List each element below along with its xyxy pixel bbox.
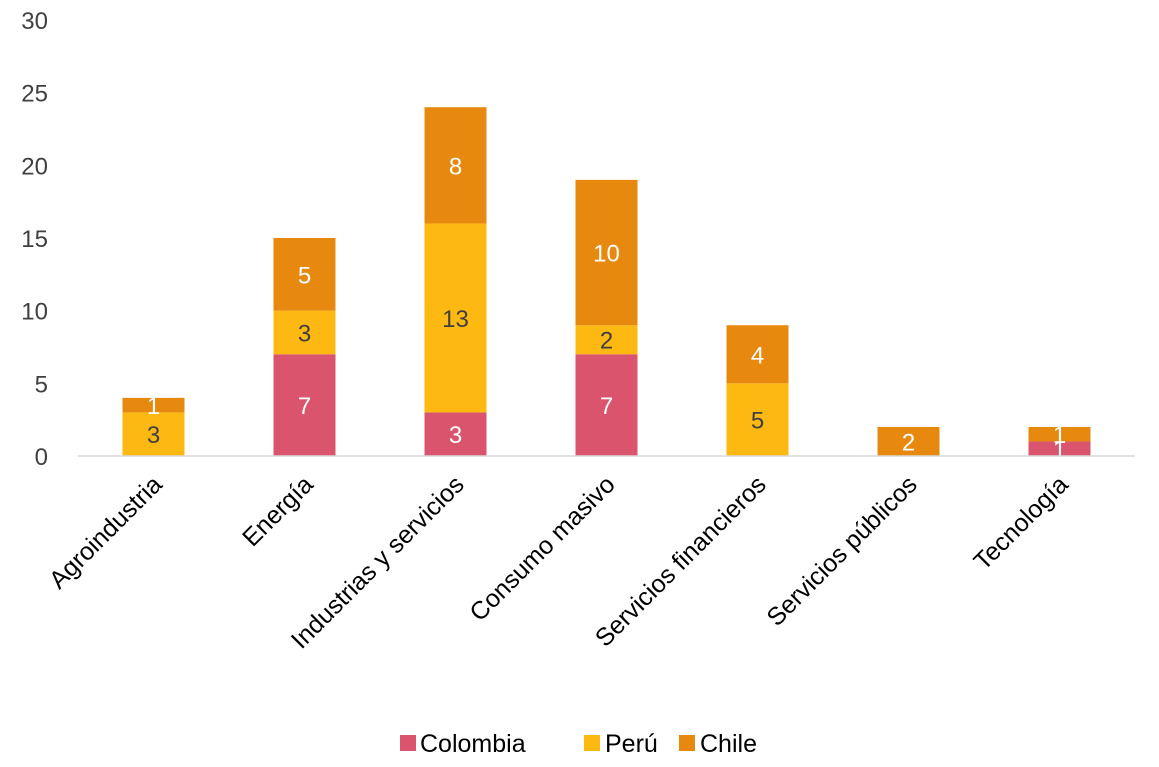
bar-segment-colombia <box>575 354 638 456</box>
y-tick-label: 10 <box>21 299 48 326</box>
data-label: 5 <box>751 408 764 435</box>
bar-segment-chile <box>424 107 487 224</box>
data-label: 3 <box>298 320 311 347</box>
legend-swatch-chile <box>679 735 695 751</box>
category-label: Servicios financieros <box>590 470 772 652</box>
data-label: 4 <box>751 342 764 369</box>
category-label: Consumo masivo <box>464 470 620 626</box>
bar-segment-chile <box>122 397 185 413</box>
legend-swatch-colombia <box>400 735 416 751</box>
data-label: 13 <box>442 306 469 333</box>
category-label: Servicios públicos <box>761 470 922 631</box>
data-label: 8 <box>449 153 462 180</box>
bar-segment-chile <box>575 179 638 326</box>
legend-label: Perú <box>605 730 658 758</box>
category-label: Agroindustria <box>44 470 168 594</box>
bar-segment-per <box>273 310 336 355</box>
data-label: 1 <box>1053 422 1066 449</box>
bar-segment-per <box>122 412 185 456</box>
bar-segment-per <box>575 325 638 355</box>
y-axis: 0 5 10 15 20 25 30 <box>21 8 48 471</box>
bar-segment-chile <box>273 238 336 311</box>
bar-segment-chile <box>877 426 940 456</box>
data-label: 3 <box>147 422 160 449</box>
bar-segment-per <box>424 223 487 413</box>
y-tick-label: 0 <box>35 444 48 471</box>
data-label: 7 <box>298 393 311 420</box>
legend-swatch-per <box>584 735 600 751</box>
y-tick-label: 30 <box>21 8 48 35</box>
category-label: Industrias y servicios <box>286 470 470 654</box>
category-label: Tecnología <box>968 470 1073 575</box>
data-label: 2 <box>902 429 915 456</box>
y-tick-label: 25 <box>21 81 48 108</box>
data-label: 5 <box>298 262 311 289</box>
bar-segment-colombia <box>273 354 336 456</box>
y-tick-label: 5 <box>35 371 48 398</box>
category-label: Energía <box>237 470 319 552</box>
y-tick-label: 20 <box>21 153 48 180</box>
data-label: 2 <box>600 328 613 355</box>
bar-segment-colombia <box>424 412 487 456</box>
bar-segment-per <box>726 383 789 456</box>
data-label: 1 <box>1053 437 1066 464</box>
data-label: 7 <box>600 393 613 420</box>
data-label: 1 <box>147 393 160 420</box>
bar-segment-chile <box>726 325 789 384</box>
bar-segment-chile <box>1028 426 1091 442</box>
data-label: 3 <box>449 422 462 449</box>
bar-segment-colombia <box>1028 441 1091 456</box>
y-tick-label: 15 <box>21 226 48 253</box>
legend-label: Chile <box>700 730 757 758</box>
legend: Colombia Perú Chile <box>400 730 757 758</box>
data-label: 10 <box>593 241 620 268</box>
legend-label: Colombia <box>420 730 526 758</box>
